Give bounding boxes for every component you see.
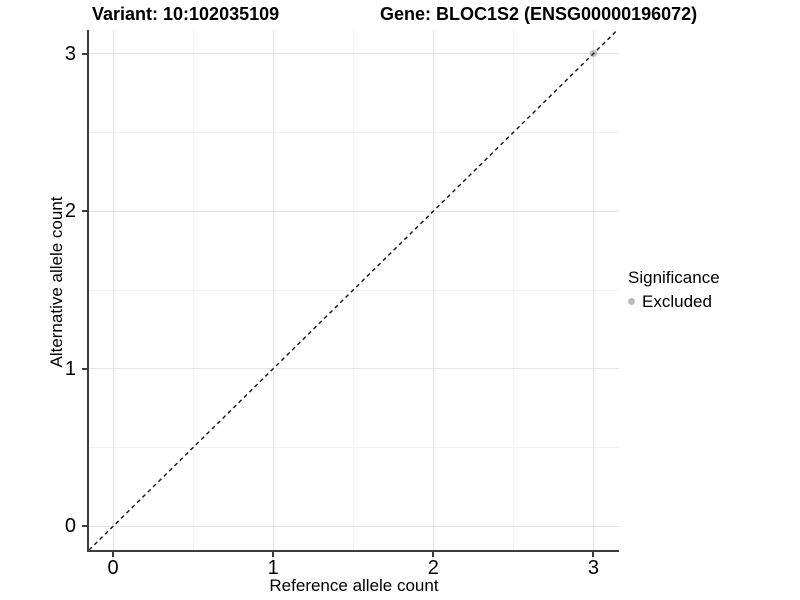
minor-gridline-horizontal bbox=[89, 447, 619, 449]
y-tick-label: 2 bbox=[64, 200, 76, 223]
y-tick-mark bbox=[82, 52, 87, 55]
y-tick-mark bbox=[82, 525, 87, 528]
x-tick-mark bbox=[272, 552, 275, 557]
x-tick-label: 2 bbox=[427, 557, 439, 579]
gene-title: Gene: BLOC1S2 (ENSG00000196072) bbox=[380, 4, 698, 24]
x-tick-label: 1 bbox=[267, 557, 279, 579]
y-axis: 0 1 2 3 bbox=[0, 30, 87, 550]
major-gridline-vertical bbox=[432, 30, 434, 550]
legend: Significance Excluded bbox=[628, 268, 720, 311]
excluded-point-icon bbox=[628, 297, 635, 305]
x-axis: 0 1 2 3 bbox=[89, 552, 619, 598]
x-tick-mark bbox=[432, 552, 435, 557]
legend-title: Significance bbox=[628, 268, 720, 287]
major-gridline-horizontal bbox=[89, 525, 619, 527]
x-tick-mark bbox=[112, 552, 115, 557]
x-axis-title: Reference allele count bbox=[269, 576, 439, 595]
identity-dashed-line bbox=[89, 30, 619, 550]
x-tick-label: 0 bbox=[107, 557, 119, 579]
legend-item-label: Excluded bbox=[642, 291, 712, 311]
major-gridline-horizontal bbox=[89, 210, 619, 212]
minor-gridline-horizontal bbox=[89, 131, 619, 133]
y-tick-mark bbox=[82, 367, 87, 370]
y-tick-label: 3 bbox=[64, 42, 76, 65]
major-gridline-vertical bbox=[592, 30, 594, 550]
y-tick-mark bbox=[82, 210, 87, 213]
major-gridline-horizontal bbox=[89, 368, 619, 370]
y-tick-label: 1 bbox=[64, 357, 76, 380]
plot-panel bbox=[87, 30, 619, 552]
x-tick-mark bbox=[592, 552, 595, 557]
geoms-layer bbox=[89, 30, 619, 550]
legend-item-excluded: Excluded bbox=[628, 292, 720, 312]
major-gridline-vertical bbox=[272, 30, 274, 550]
y-tick-label: 0 bbox=[64, 515, 76, 538]
major-gridline-vertical bbox=[112, 30, 114, 550]
x-tick-label: 3 bbox=[587, 557, 599, 579]
y-axis-title: Alternative allele count bbox=[47, 196, 66, 368]
variant-title: Variant: 10:102035109 bbox=[92, 4, 280, 24]
major-gridline-horizontal bbox=[89, 53, 619, 55]
